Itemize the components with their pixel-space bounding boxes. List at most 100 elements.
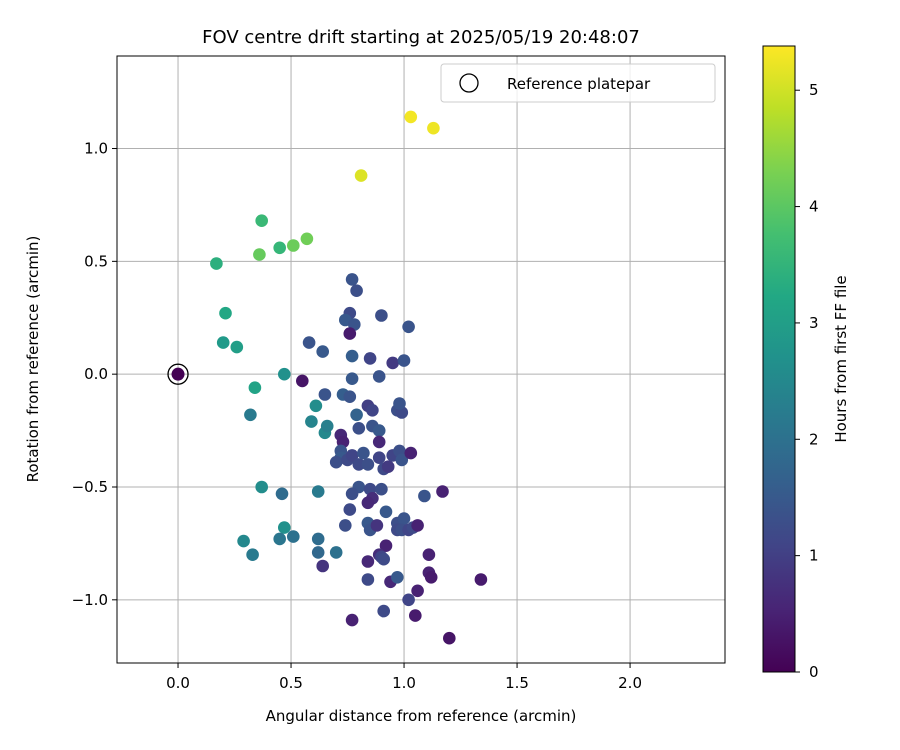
y-axis-label: Rotation from reference (arcmin) (24, 236, 42, 483)
data-point (302, 336, 316, 349)
data-point (404, 446, 418, 460)
data-point (402, 593, 415, 607)
data-point (393, 397, 406, 410)
data-point (411, 519, 424, 532)
data-point (354, 169, 368, 182)
data-point (352, 422, 366, 435)
plot-frame (116, 55, 726, 664)
data-point (311, 485, 325, 498)
data-point (397, 512, 411, 525)
x-tick-label: 0.5 (279, 674, 303, 692)
data-point (391, 571, 404, 584)
y-tick-label: 1.0 (84, 140, 108, 158)
data-point (366, 404, 379, 417)
data-point (287, 239, 300, 252)
x-tick-label: 1.0 (392, 674, 416, 692)
data-point (329, 546, 343, 559)
data-point (379, 539, 393, 552)
data-point (230, 340, 244, 354)
data-point (395, 453, 409, 467)
data-point (329, 455, 343, 469)
colorbar-tick-label: 1 (809, 547, 819, 565)
legend-entry-reference: Reference platepar (507, 75, 651, 93)
colorbar-frame (762, 45, 796, 673)
data-point (320, 419, 334, 433)
legend-box (440, 63, 716, 103)
data-point (273, 241, 287, 255)
x-tick-label: 2.0 (618, 674, 642, 692)
data-point (305, 415, 318, 428)
data-point (372, 370, 386, 383)
data-point (216, 336, 230, 349)
chart-title: FOV centre drift starting at 2025/05/19 … (202, 27, 640, 48)
data-point (345, 613, 359, 627)
data-point (402, 320, 415, 334)
data-point (350, 284, 363, 298)
data-point (318, 388, 332, 401)
reference-marker-ring (167, 363, 189, 385)
data-point (316, 345, 330, 358)
data-point (345, 349, 359, 363)
data-point (370, 519, 384, 532)
data-point (427, 121, 440, 135)
reference-point (171, 367, 185, 381)
data-point (343, 390, 357, 404)
data-point (210, 257, 223, 270)
data-point (381, 460, 395, 474)
data-point (339, 519, 352, 532)
colorbar-label: Hours from first FF file (832, 275, 850, 442)
data-point (311, 546, 325, 559)
data-point (372, 451, 386, 465)
data-point (422, 548, 436, 561)
x-axis-label: Angular distance from reference (arcmin) (266, 707, 577, 725)
plot-background (117, 56, 725, 663)
data-point (278, 367, 291, 381)
legend-reference-marker-icon (459, 73, 479, 93)
data-points (167, 110, 488, 645)
data-point (409, 609, 422, 622)
data-point (443, 631, 456, 645)
data-point (253, 248, 266, 261)
y-tick-label: 0.0 (84, 365, 108, 383)
data-point (361, 573, 375, 586)
x-tick-label: 0.0 (166, 674, 190, 692)
data-point (411, 584, 424, 598)
colorbar-tick-label: 0 (809, 663, 819, 681)
data-point (316, 559, 330, 573)
data-point (418, 489, 431, 503)
data-point (219, 306, 232, 320)
data-point (287, 530, 300, 543)
data-point (345, 449, 359, 462)
data-point (363, 352, 377, 365)
data-point (357, 446, 370, 460)
data-point (246, 548, 259, 561)
data-point (372, 435, 386, 449)
x-axis-ticks: 0.0 0.5 1.0 1.5 2.0 (166, 663, 642, 692)
y-axis-ticks: −1.0 −0.5 0.0 0.5 1.0 (72, 140, 117, 609)
data-point (386, 356, 400, 370)
colorbar-ticks: 0 1 2 3 4 5 (795, 81, 819, 681)
colorbar-tick-label: 5 (809, 81, 819, 99)
data-point (375, 309, 388, 322)
data-point (296, 374, 309, 388)
data-point (275, 487, 289, 501)
data-point (343, 327, 357, 340)
data-point (361, 555, 375, 568)
x-tick-label: 1.5 (505, 674, 529, 692)
data-point (345, 372, 359, 386)
data-point (345, 487, 359, 501)
data-point (397, 354, 411, 367)
data-point (244, 408, 257, 422)
data-point (352, 458, 366, 471)
data-point (273, 532, 287, 546)
data-point (237, 534, 250, 548)
data-point (424, 571, 438, 584)
y-tick-label: 0.5 (84, 252, 108, 270)
colorbar-gradient (763, 46, 795, 672)
data-point (377, 552, 391, 566)
colorbar: 0 1 2 3 4 5 Hours from first FF file (762, 45, 850, 681)
y-tick-label: −0.5 (72, 478, 108, 496)
data-point (350, 408, 363, 422)
colorbar-tick-label: 2 (809, 430, 819, 448)
